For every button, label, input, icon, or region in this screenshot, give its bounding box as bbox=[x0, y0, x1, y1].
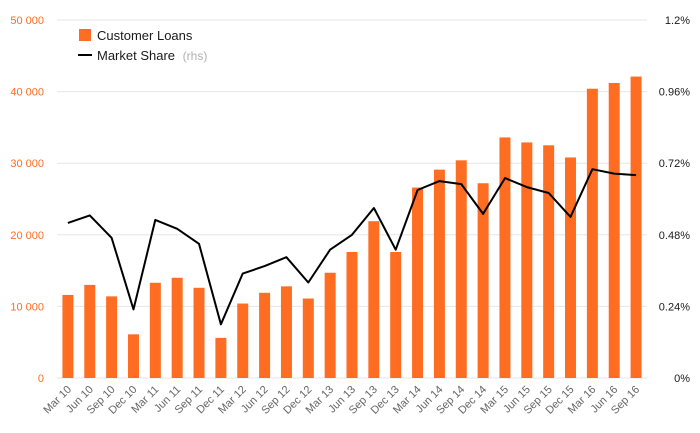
legend-label-market-share: Market Share (rhs) bbox=[97, 48, 207, 63]
left-axis-tick-label: 20 000 bbox=[10, 230, 44, 242]
bar-customer-loans bbox=[608, 83, 620, 379]
right-axis-tick-label: 0.24% bbox=[659, 301, 690, 313]
left-axis-tick-label: 30 000 bbox=[10, 158, 44, 170]
bar-customer-loans bbox=[521, 142, 533, 378]
bar-customer-loans bbox=[565, 157, 577, 378]
bar-customer-loans bbox=[499, 137, 511, 378]
bar-customer-loans bbox=[543, 145, 555, 378]
bar-customer-loans bbox=[127, 334, 139, 378]
left-axis-tick-label: 50 000 bbox=[10, 15, 44, 27]
bar-customer-loans bbox=[346, 251, 358, 378]
bar-customer-loans bbox=[259, 292, 271, 378]
right-axis-tick-label: 1.2% bbox=[665, 15, 690, 27]
bar-customer-loans bbox=[477, 183, 489, 378]
bar-customer-loans bbox=[586, 88, 598, 379]
right-axis-tick-label: 0.96% bbox=[659, 87, 690, 99]
bar-customer-loans bbox=[215, 337, 227, 378]
right-axis-tick-label: 0.72% bbox=[659, 158, 690, 170]
bar-customer-loans bbox=[455, 160, 467, 378]
legend-market-share-name: Market Share bbox=[97, 48, 175, 63]
left-axis-tick-label: 0 bbox=[38, 373, 44, 385]
bar-customer-loans bbox=[106, 296, 118, 378]
right-axis-tick-label: 0% bbox=[674, 373, 690, 385]
left-axis-tick-label: 10 000 bbox=[10, 301, 44, 313]
bar-customer-loans bbox=[84, 284, 96, 378]
bar-customer-loans bbox=[62, 294, 74, 378]
left-axis-tick-label: 40 000 bbox=[10, 87, 44, 99]
legend-label-customer-loans: Customer Loans bbox=[97, 28, 193, 43]
legend-market-share-note: (rhs) bbox=[183, 49, 208, 63]
bar-customer-loans bbox=[237, 303, 249, 378]
bar-customer-loans bbox=[149, 282, 161, 378]
legend-swatch-customer-loans bbox=[79, 29, 91, 41]
right-axis-ticks: 0% 0.24% 0.48% 0.72% 0.96% 1.2% bbox=[659, 15, 690, 385]
bar-customer-loans bbox=[171, 277, 183, 378]
bar-customer-loans bbox=[368, 221, 380, 378]
customer-loans-bars bbox=[62, 76, 642, 379]
bar-customer-loans bbox=[302, 298, 314, 378]
bar-customer-loans bbox=[630, 76, 642, 379]
bar-customer-loans bbox=[390, 251, 402, 378]
bar-customer-loans bbox=[324, 272, 336, 378]
legend: Customer Loans Market Share (rhs) bbox=[78, 28, 207, 63]
left-axis-ticks: 0 10 000 20 000 30 000 40 000 50 000 bbox=[10, 15, 44, 385]
bar-customer-loans bbox=[412, 187, 424, 378]
bar-customer-loans bbox=[433, 169, 445, 378]
market-share-line bbox=[67, 168, 637, 326]
right-axis-tick-label: 0.48% bbox=[659, 230, 690, 242]
market-share-line-group bbox=[67, 168, 637, 326]
bar-customer-loans bbox=[280, 286, 292, 378]
bar-customer-loans bbox=[193, 287, 205, 378]
